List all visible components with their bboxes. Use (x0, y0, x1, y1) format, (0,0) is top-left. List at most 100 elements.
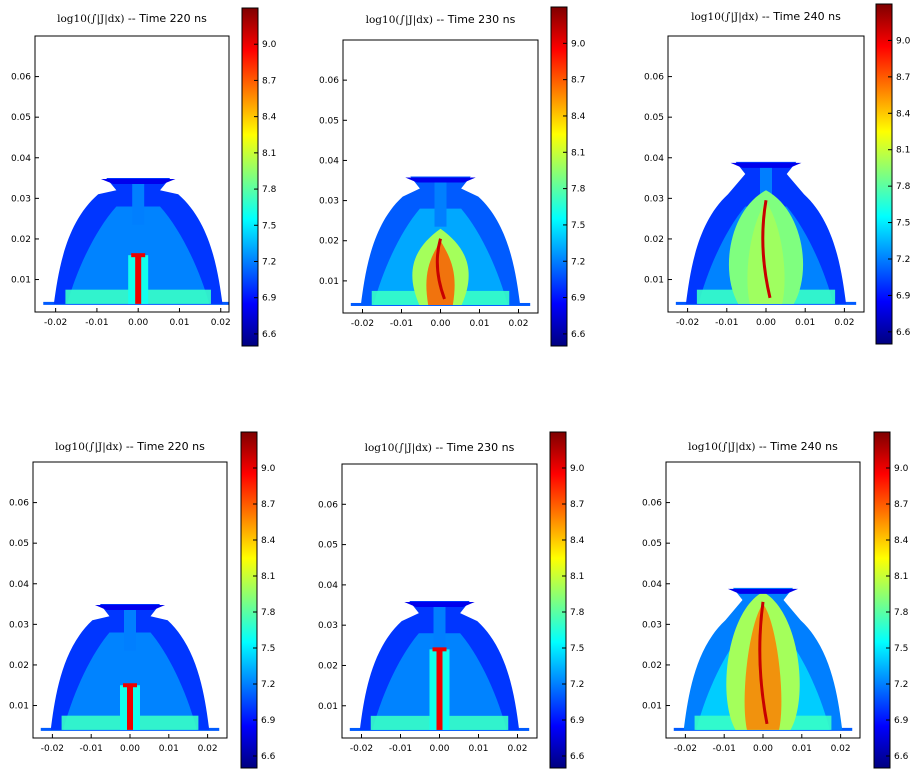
title-math: log10(∫|J|dx) (55, 441, 126, 454)
y-tick-label: 0.04 (318, 581, 338, 591)
colorbar-tick-label: 6.9 (261, 716, 276, 726)
colorbar-tick-label: 7.2 (261, 680, 275, 690)
colorbar-tick-label: 7.8 (894, 608, 909, 618)
y-tick-label: 0.06 (11, 73, 31, 83)
heatmap-image (673, 587, 853, 731)
colorbar-tick-label: 7.5 (261, 644, 275, 654)
colorbar-tick-label: 7.2 (570, 680, 584, 690)
x-tick-label: -0.01 (80, 744, 103, 754)
colorbar-tick-label: 8.7 (894, 500, 908, 510)
colorbar-tick-label: 9.0 (570, 464, 585, 474)
colorbar (550, 6, 568, 347)
y-tick-label: 0.04 (9, 580, 29, 590)
y-tick-label: 0.05 (318, 541, 338, 551)
colorbar-tick-label: 8.7 (261, 500, 275, 510)
panel-6: -0.02 -0.01 0.00 0.01 0.02 0.01 0.02 0.03 0.04 0.… (642, 431, 909, 769)
x-tick-label: -0.02 (676, 318, 699, 328)
cap-flare (100, 179, 176, 185)
core-cap (131, 253, 146, 258)
y-tick-label: 0.01 (644, 276, 664, 286)
neck (124, 606, 136, 651)
y-tick-label: 0.06 (318, 500, 338, 510)
colorbar-tick-label: 8.4 (262, 113, 277, 123)
x-tick-label: 0.02 (831, 744, 851, 754)
title-time: -- Time 240 ns (762, 10, 841, 23)
x-tick-label: 0.01 (468, 744, 488, 754)
neck (433, 603, 446, 652)
x-tick-label: 0.00 (430, 319, 450, 329)
y-tick-label: 0.01 (9, 702, 29, 712)
y-tick-label: 0.01 (642, 702, 662, 712)
colorbar-tick-label: 7.5 (262, 221, 276, 231)
x-tick-label: 0.02 (198, 744, 218, 754)
heatmap-image (350, 176, 531, 306)
colorbar-tick-label: 6.6 (262, 330, 277, 340)
panel-title: log10(∫|J|dx) -- Time 240 ns (688, 440, 838, 454)
y-tick-label: 0.02 (318, 661, 338, 671)
x-tick-label: -0.01 (713, 744, 736, 754)
core-filament (435, 238, 446, 300)
y-tick-label: 0.02 (642, 661, 662, 671)
title-math: log10(∫|J|dx) (691, 11, 762, 24)
title-math: log10(∫|J|dx) (365, 442, 436, 455)
y-tick-label: 0.06 (644, 73, 664, 83)
x-tick-label: -0.02 (44, 318, 67, 328)
colorbar (240, 431, 258, 769)
title-math: log10(∫|J|dx) (366, 14, 437, 27)
colorbar-tick-label: 9.0 (262, 40, 277, 50)
colorbar-tick-label: 9.0 (894, 464, 909, 474)
x-tick-label: -0.01 (85, 318, 108, 328)
core-hot (747, 202, 785, 304)
colorbar-tick-label: 8.1 (571, 148, 585, 158)
x-tick-label: -0.01 (390, 319, 413, 329)
colorbar-tick-label: 6.6 (894, 752, 909, 762)
colorbar-tick-label: 8.1 (896, 146, 910, 156)
y-tick-label: 0.03 (318, 621, 338, 631)
colorbar-tick-label: 8.7 (262, 76, 276, 86)
core-cap (432, 647, 447, 652)
panel-4: -0.02 -0.01 0.00 0.01 0.02 0.01 0.02 0.03 0.04 0.… (9, 431, 276, 769)
colorbar-tick-label: 8.4 (896, 109, 911, 119)
y-tick-label: 0.02 (9, 661, 29, 671)
colorbar-tick-label: 8.1 (262, 149, 276, 159)
colorbar-tick-label: 8.4 (894, 536, 909, 546)
colorbar-tick-label: 6.9 (571, 294, 586, 304)
panel-title: log10(∫|J|dx) -- Time 230 ns (366, 13, 516, 27)
y-tick-label: 0.03 (9, 620, 29, 630)
y-tick-label: 0.02 (11, 235, 31, 245)
colorbar (875, 3, 893, 345)
core-hot (426, 240, 455, 305)
title-time: -- Time 230 ns (436, 13, 515, 26)
y-tick-label: 0.01 (319, 277, 339, 287)
x-tick-label: -0.02 (351, 319, 374, 329)
x-tick-label: 0.02 (508, 319, 528, 329)
core-column (127, 685, 133, 730)
colorbar-tick-label: 9.0 (571, 39, 586, 49)
x-tick-label: 0.02 (834, 318, 854, 328)
x-tick-label: -0.02 (674, 744, 697, 754)
y-tick-label: 0.06 (319, 76, 339, 86)
cap-flare (94, 605, 166, 611)
y-tick-label: 0.01 (318, 702, 338, 712)
cap-flare (730, 162, 802, 168)
y-tick-label: 0.02 (644, 235, 664, 245)
heatmap-image (675, 161, 857, 305)
x-tick-label: 0.01 (159, 744, 179, 754)
x-tick-label: -0.02 (41, 744, 64, 754)
colorbar-tick-label: 8.1 (570, 572, 584, 582)
colorbar-tick-label: 7.5 (896, 219, 910, 229)
colorbar-tick-label: 6.9 (262, 294, 277, 304)
panels: -0.02 -0.01 0.00 0.01 0.02 0.01 0.02 0.03 0.04 0.… (9, 3, 911, 769)
y-tick-label: 0.05 (642, 539, 662, 549)
cap-flare (405, 177, 476, 183)
panel-3: -0.02 -0.01 0.00 0.01 0.02 0.01 0.02 0.03 0.04 0.… (644, 3, 911, 345)
colorbar-tick-label: 6.9 (896, 291, 911, 301)
x-tick-label: -0.01 (389, 744, 412, 754)
y-tick-label: 0.06 (9, 499, 29, 509)
x-tick-label: 0.00 (128, 318, 148, 328)
colorbar-tick-label: 8.4 (571, 112, 586, 122)
title-time: -- Time 220 ns (128, 12, 207, 25)
heatmap-image (40, 604, 220, 731)
colorbar-tick-label: 7.2 (896, 255, 910, 265)
heatmap-image (349, 601, 530, 731)
